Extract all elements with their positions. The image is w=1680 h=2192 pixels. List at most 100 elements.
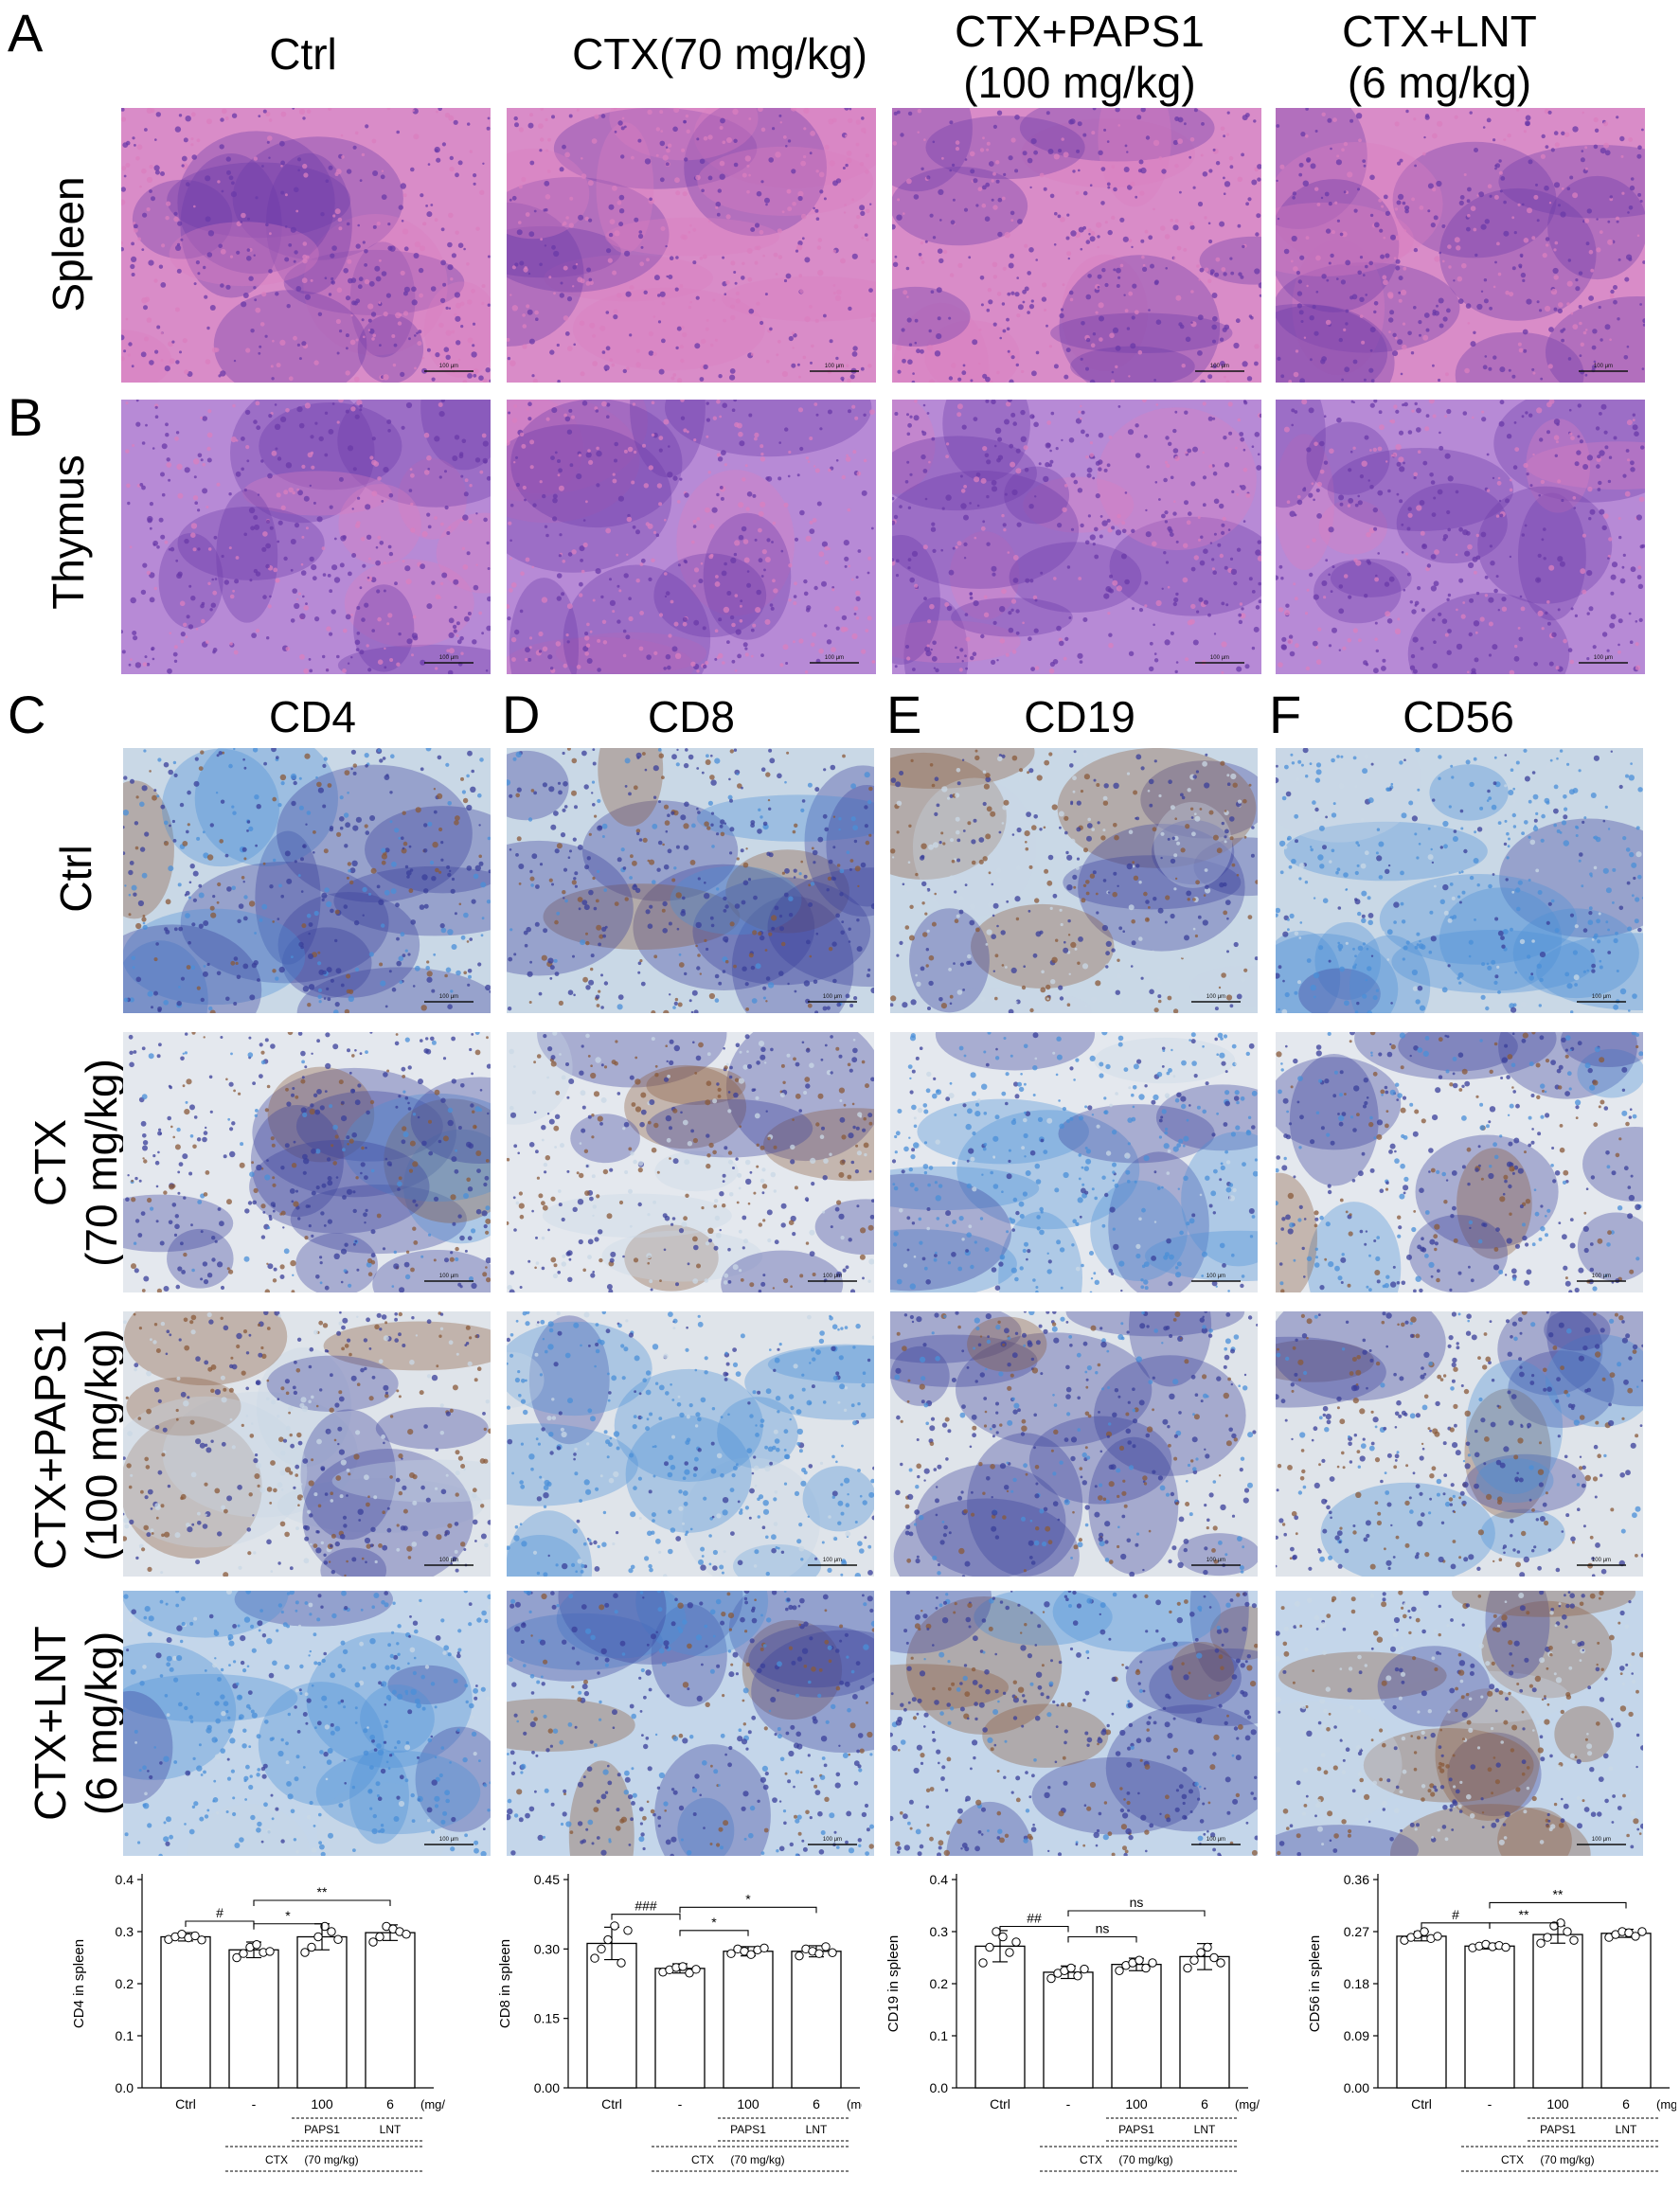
y-tick-label: 0.3 xyxy=(116,1924,134,1939)
data-point xyxy=(691,1965,701,1974)
x-tick-label: Ctrl xyxy=(175,2096,196,2112)
data-point xyxy=(992,1927,1001,1936)
y-axis-label: CD4 in spleen xyxy=(71,1939,87,2028)
svg-text:100 μm: 100 μm xyxy=(1210,364,1229,369)
data-point xyxy=(685,1969,694,1978)
y-tick-label: 0.45 xyxy=(534,1872,560,1887)
chart-cd56-in-spleen: CD56 in spleen 0.00 0.09 0.18 0.27 0.36 Ctrl - 1… xyxy=(1307,1872,1676,2172)
data-point xyxy=(197,1935,206,1945)
significance-label: # xyxy=(216,1905,223,1920)
bar xyxy=(1464,1945,1515,2089)
significance-label: ns xyxy=(1130,1895,1144,1910)
bar xyxy=(586,1942,637,2089)
x-tick-label: - xyxy=(252,2096,257,2112)
svg-text:100 μm: 100 μm xyxy=(823,994,842,1000)
svg-text:100 μm: 100 μm xyxy=(439,364,458,369)
group-label-paps1: PAPS1 xyxy=(1540,2123,1576,2136)
ihc-image-cd19-ctx-lnt: 100 μm xyxy=(890,1591,1258,1856)
x-tick-label: - xyxy=(678,2096,683,2112)
ihc-image-cd19-ctrl: 100 μm xyxy=(890,748,1258,1013)
data-point xyxy=(1203,1942,1212,1952)
ihc-image-cd56-ctx: 100 μm xyxy=(1276,1032,1643,1292)
he-row-label-thymus: Thymus xyxy=(44,454,93,610)
panel-letter-a: A xyxy=(8,3,44,62)
data-point xyxy=(617,1958,626,1968)
group-label-ctx-dose: (70 mg/kg) xyxy=(730,2153,784,2166)
bar xyxy=(296,1935,348,2089)
bar xyxy=(365,1932,416,2089)
data-point xyxy=(1563,1927,1572,1936)
data-point xyxy=(1209,1952,1219,1963)
data-point xyxy=(177,1930,187,1939)
ihc-image-cd56-ctx-paps1: 100 μm xyxy=(1276,1311,1643,1577)
significance-label: * xyxy=(711,1915,717,1930)
ihc-image-cd8-ctx: 100 μm xyxy=(507,1032,874,1292)
x-tick-label: 6 xyxy=(1622,2096,1630,2112)
data-point xyxy=(307,1942,316,1952)
x-tick-label: Ctrl xyxy=(1411,2096,1432,2112)
y-tick-label: 0.36 xyxy=(1344,1872,1369,1887)
chart-cd19-in-spleen: CD19 in spleen 0.0 0.1 0.2 0.3 0.4 Ctrl - 100 6 (m… xyxy=(885,1872,1260,2172)
ihc-image-cd8-ctrl: 100 μm xyxy=(507,748,874,1013)
panel-letter-f: F xyxy=(1269,685,1302,744)
group-label-lnt: LNT xyxy=(1616,2123,1637,2136)
bar xyxy=(1532,1934,1583,2089)
he-image-thymus-ctx-lnt: 100 μm xyxy=(1276,400,1645,674)
data-point xyxy=(1080,1964,1089,1974)
data-point xyxy=(1543,1933,1552,1942)
panel-letter-d: D xyxy=(502,685,541,744)
data-point xyxy=(1135,1955,1144,1965)
x-tick-label: Ctrl xyxy=(601,2096,622,2112)
chart-cd4-in-spleen: CD4 in spleen 0.0 0.1 0.2 0.3 0.4 Ctrl - 100 6 (mg… xyxy=(71,1872,445,2172)
y-tick-label: 0.4 xyxy=(116,1872,134,1887)
y-tick-label: 0.00 xyxy=(1344,2080,1369,2095)
group-label-ctx-dose: (70 mg/kg) xyxy=(1540,2153,1594,2166)
dose-unit-label: (mg/kg) xyxy=(1235,2097,1260,2112)
y-tick-label: 0.00 xyxy=(534,2080,560,2095)
he-image-spleen-ctrl: 100 μm xyxy=(121,108,491,383)
x-tick-label: 100 xyxy=(737,2096,760,2112)
he-column-title-ctx-lnt: CTX+LNT (6 mg/kg) xyxy=(1342,7,1537,107)
svg-text:100 μm: 100 μm xyxy=(1594,655,1613,661)
ihc-image-cd4-ctx-lnt: 100 μm xyxy=(123,1591,491,1856)
data-point xyxy=(1005,1948,1014,1957)
y-tick-label: 0.27 xyxy=(1344,1924,1369,1939)
data-point xyxy=(375,1932,384,1942)
data-point xyxy=(239,1949,248,1958)
ihc-row-label-ctx: CTX (70 mg/kg) xyxy=(26,1059,126,1267)
data-point xyxy=(590,1953,599,1963)
data-point xyxy=(746,1950,756,1959)
group-label-paps1: PAPS1 xyxy=(1118,2123,1154,2136)
dose-unit-label: (mg/kg) xyxy=(420,2097,445,2112)
x-tick-label: - xyxy=(1066,2096,1071,2112)
group-label-ctx: CTX xyxy=(1501,2153,1524,2166)
significance-label: # xyxy=(1452,1907,1459,1922)
ihc-image-cd4-ctx: 100 μm xyxy=(123,1032,491,1292)
data-point xyxy=(795,1951,804,1961)
x-tick-label: 6 xyxy=(813,2096,820,2112)
svg-text:100 μm: 100 μm xyxy=(825,655,844,661)
data-point xyxy=(978,1958,988,1968)
bar xyxy=(228,1949,279,2089)
he-row-label-spleen: Spleen xyxy=(44,176,93,312)
significance-label: ** xyxy=(1519,1907,1529,1922)
bar xyxy=(1043,1971,1094,2089)
data-point xyxy=(760,1943,769,1953)
y-tick-label: 0.1 xyxy=(116,2028,134,2043)
dose-unit-label: (mg/kg) xyxy=(1656,2097,1676,2112)
data-point xyxy=(821,1942,831,1951)
data-point xyxy=(1141,1963,1151,1973)
data-point xyxy=(610,1921,619,1931)
svg-text:100 μm: 100 μm xyxy=(1594,364,1613,369)
ihc-column-title-cd4: CD4 xyxy=(268,692,357,741)
ihc-image-cd4-ctx-paps1: 100 μm xyxy=(123,1311,491,1577)
data-point xyxy=(678,1962,688,1971)
x-tick-label: 100 xyxy=(1125,2096,1148,2112)
bar xyxy=(1600,1933,1652,2089)
y-tick-label: 0.0 xyxy=(930,2080,949,2095)
data-point xyxy=(327,1927,336,1936)
he-column-title-ctrl: Ctrl xyxy=(269,29,337,79)
panel-letter-e: E xyxy=(886,685,922,744)
bar xyxy=(791,1951,842,2089)
he-column-title-ctx: CTX(70 mg/kg) xyxy=(572,29,867,79)
